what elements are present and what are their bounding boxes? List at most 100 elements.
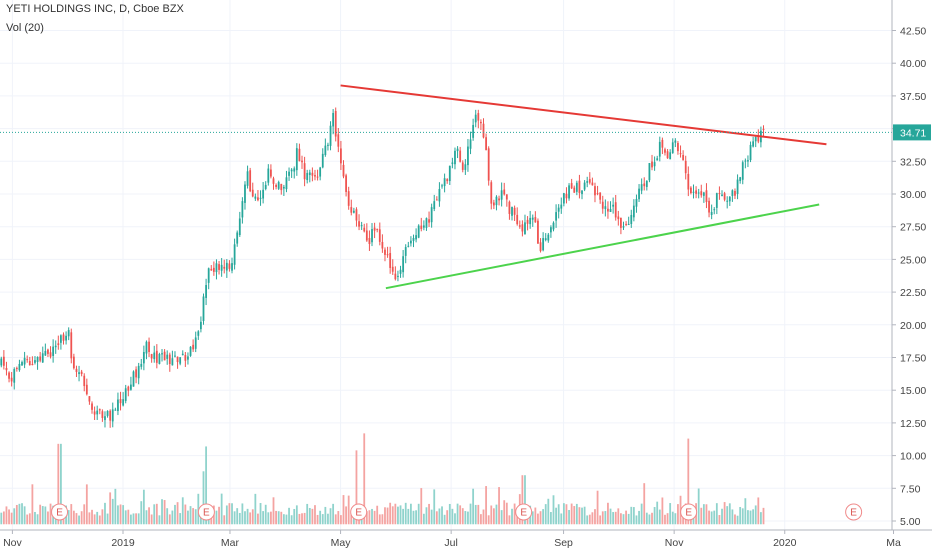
candle-body xyxy=(443,178,446,187)
candle-body xyxy=(355,209,358,221)
volume-bar xyxy=(658,509,661,525)
volume-bar xyxy=(557,504,560,525)
volume-bar xyxy=(760,512,762,525)
volume-bar xyxy=(726,506,729,525)
volume-bar xyxy=(5,506,8,525)
candle-body xyxy=(34,360,36,363)
candle-body xyxy=(661,139,664,148)
candle-body xyxy=(612,204,615,207)
candle-body xyxy=(695,190,697,194)
earnings-marker[interactable]: E xyxy=(197,503,215,521)
earnings-label: E xyxy=(203,508,210,519)
volume-bar xyxy=(425,507,428,525)
candle-body xyxy=(687,173,690,190)
price-tick-label: 27.50 xyxy=(900,222,926,234)
candle-body xyxy=(464,164,467,170)
time-tick-label: Jul xyxy=(444,537,457,549)
candle-body xyxy=(762,128,765,130)
symbol-title[interactable]: YETI HOLDINGS INC, D, Cboe BZX xyxy=(6,3,184,15)
earnings-label: E xyxy=(355,508,362,519)
volume-bar xyxy=(345,506,347,525)
candle-body xyxy=(721,194,723,196)
candle-body xyxy=(347,191,350,206)
time-axis[interactable]: Nov 2019 Mar May Jul Sep Nov 2020 Ma xyxy=(0,529,932,550)
volume-bar xyxy=(223,515,226,525)
volume-bar xyxy=(521,475,524,525)
volume-bar xyxy=(319,510,322,525)
candle-body xyxy=(604,206,607,210)
time-tick-label: Mar xyxy=(221,537,240,549)
candle-body xyxy=(547,234,550,241)
candle-body xyxy=(171,358,174,366)
earnings-label: E xyxy=(850,508,857,519)
price-axis[interactable]: 42.5040.0037.5035.0032.5030.0027.5025.00… xyxy=(891,0,932,550)
volume-bar xyxy=(700,507,703,525)
candle-body xyxy=(295,148,298,171)
earnings-circle xyxy=(197,503,215,521)
candle-body xyxy=(293,168,296,172)
volume-bar xyxy=(106,513,109,525)
candle-body xyxy=(96,410,99,415)
candle-body xyxy=(301,160,303,163)
price-tick-label: 32.50 xyxy=(900,156,926,168)
volume-bar xyxy=(238,512,241,525)
volume-bar xyxy=(334,514,337,525)
candle-body xyxy=(492,202,495,206)
volume-bar xyxy=(542,509,545,525)
candle-body xyxy=(702,192,705,196)
candle-body xyxy=(365,230,368,241)
earnings-marker[interactable]: E xyxy=(680,503,698,521)
candle-body xyxy=(65,335,67,341)
volume-bar xyxy=(72,510,75,525)
earnings-marker[interactable]: E xyxy=(51,503,69,521)
earnings-marker[interactable]: E xyxy=(350,503,368,521)
candle-body xyxy=(591,182,594,186)
volume-bar xyxy=(321,514,324,525)
candle-body xyxy=(140,363,143,367)
candle-body xyxy=(594,186,596,196)
candle-body xyxy=(459,150,462,162)
volume-bar xyxy=(303,512,306,525)
volume-bar xyxy=(124,510,127,525)
candle-body xyxy=(625,223,627,225)
candle-body xyxy=(430,207,433,223)
volume-bar xyxy=(181,497,184,525)
earnings-marker[interactable]: E xyxy=(515,503,533,521)
candle-body xyxy=(690,187,692,194)
volume-bar xyxy=(632,507,635,525)
candle-body xyxy=(345,175,347,192)
volume-bar xyxy=(288,507,290,525)
volume-bar xyxy=(259,503,262,525)
candle-body xyxy=(264,184,267,189)
volume-bar xyxy=(627,513,630,525)
volume-bar xyxy=(544,504,547,525)
candle-body xyxy=(428,219,430,223)
volume-bar xyxy=(762,507,765,525)
candle-body xyxy=(422,225,425,228)
volume-bar xyxy=(205,446,207,525)
earnings-marker[interactable]: E xyxy=(845,503,863,521)
volume-bar xyxy=(96,511,99,525)
volume-bar xyxy=(254,493,257,525)
volume-bar xyxy=(757,497,760,525)
volume-bar xyxy=(101,509,104,525)
volume-bar xyxy=(715,503,718,525)
volume-bar xyxy=(2,511,5,525)
candle-body xyxy=(744,160,747,162)
candle-body xyxy=(10,377,13,382)
volume-bar xyxy=(233,511,236,525)
volume-bar xyxy=(547,498,550,525)
volume-bar xyxy=(264,504,267,525)
volume-bar xyxy=(145,510,148,525)
volume-bar xyxy=(591,512,594,525)
volume-bar xyxy=(301,513,303,525)
candle-body xyxy=(632,205,635,218)
candle-body xyxy=(495,196,498,206)
candle-body xyxy=(557,207,560,212)
candle-body xyxy=(723,193,726,200)
candle-body xyxy=(254,196,257,199)
volume-bar xyxy=(669,503,672,525)
volume-indicator-label[interactable]: Vol (20) xyxy=(6,22,44,34)
candle-body xyxy=(111,409,114,422)
